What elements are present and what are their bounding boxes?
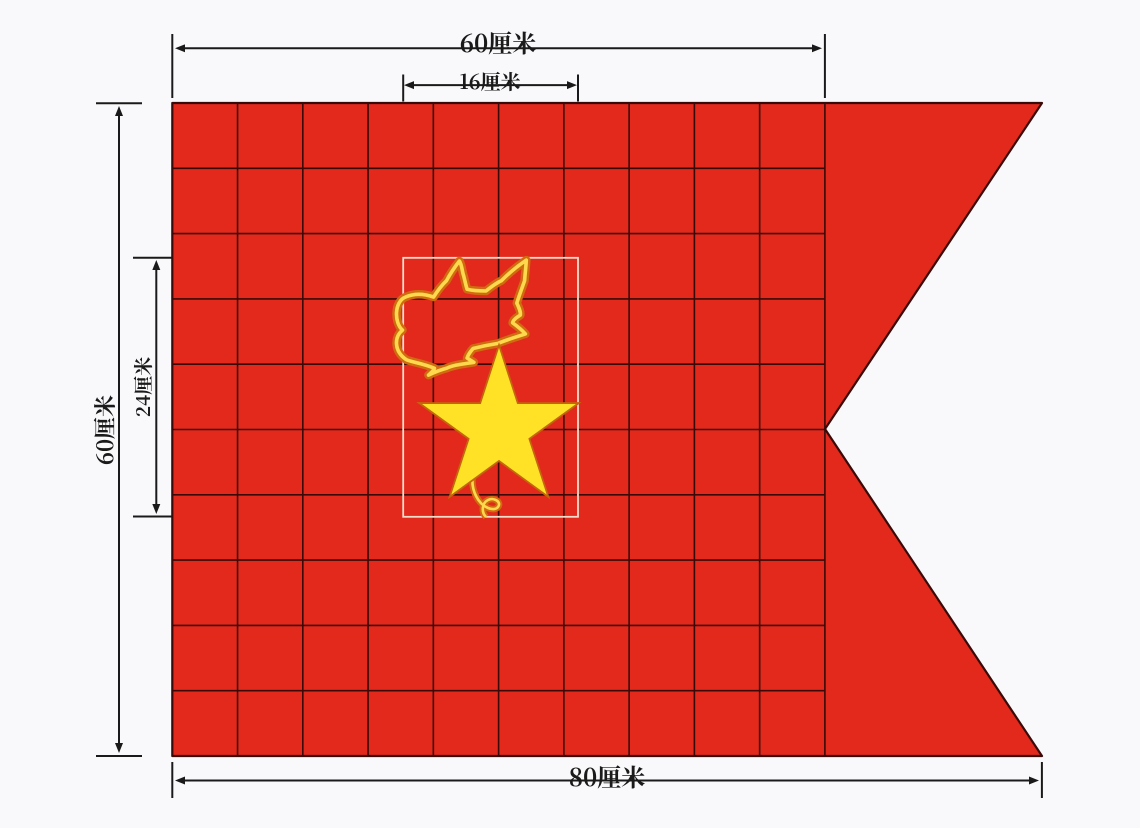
svg-text:80厘米: 80厘米 <box>569 758 646 793</box>
svg-text:60厘米: 60厘米 <box>460 24 537 59</box>
svg-text:24厘米: 24厘米 <box>129 357 156 418</box>
svg-text:16厘米: 16厘米 <box>459 66 520 95</box>
svg-text:60厘米: 60厘米 <box>89 395 120 465</box>
